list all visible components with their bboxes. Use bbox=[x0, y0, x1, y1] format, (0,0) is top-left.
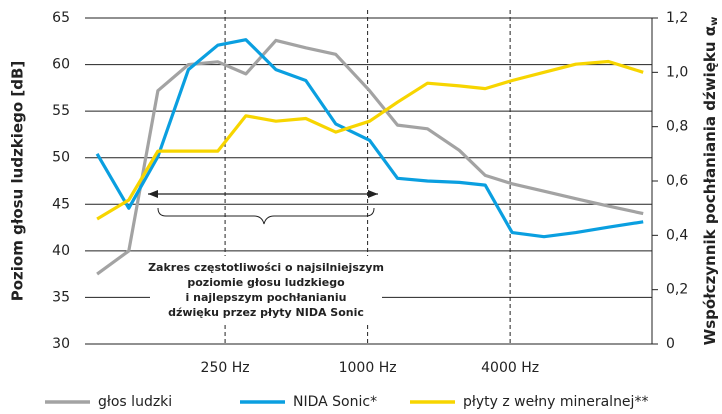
y-tick-label: 45 bbox=[52, 196, 70, 212]
annotation: Zakres częstotliwości o najsilniejszym p… bbox=[148, 190, 384, 324]
y2-tick-label: 0,2 bbox=[666, 282, 688, 298]
y2-tick-label: 1,2 bbox=[666, 10, 688, 26]
y-tick-label: 60 bbox=[52, 57, 70, 73]
legend-label: NIDA Sonic* bbox=[293, 394, 377, 410]
annotation-line: poziomie głosu ludzkiego bbox=[187, 276, 345, 289]
legend-label: głos ludzki bbox=[98, 394, 172, 410]
annotation-line: i najlepszym pochłanianiu bbox=[186, 291, 347, 304]
y2-axis-label: Współczynnik pochłaniania dźwięku αw bbox=[701, 17, 721, 346]
y2-tick-label: 1,0 bbox=[666, 64, 688, 80]
y2-tick-label: 0,4 bbox=[666, 227, 688, 243]
series-line bbox=[95, 38, 644, 239]
y-tick-label: 65 bbox=[52, 10, 70, 26]
series-line bbox=[96, 59, 644, 221]
y-tick-label: 35 bbox=[52, 289, 70, 305]
y2-tick-label: 0 bbox=[666, 336, 675, 352]
y-tick-label: 55 bbox=[52, 103, 70, 119]
annotation-line: Zakres częstotliwości o najsilniejszym bbox=[148, 261, 384, 274]
legend-label: płyty z wełny mineralnej** bbox=[463, 394, 648, 410]
annotation-box bbox=[150, 256, 382, 324]
brace bbox=[157, 207, 375, 225]
x-tick-label: 1000 Hz bbox=[339, 360, 397, 376]
x-tick-label: 250 Hz bbox=[201, 360, 250, 376]
y2-label-sub: w bbox=[709, 17, 720, 26]
y-tick-label: 40 bbox=[52, 243, 70, 259]
y-tick-label: 30 bbox=[52, 336, 70, 352]
y-tick-label: 50 bbox=[52, 150, 70, 166]
y2-tick-label: 0,6 bbox=[666, 173, 688, 189]
y2-tick-label: 0,8 bbox=[666, 119, 688, 135]
x-tick-label: 4000 Hz bbox=[481, 360, 539, 376]
series-line bbox=[96, 38, 644, 276]
annotation-line: dźwięku przez płyty NIDA Sonic bbox=[168, 306, 364, 319]
y-axis-label: Poziom głosu ludzkiego [dB] bbox=[9, 61, 27, 302]
y2-label-main: Współczynnik pochłaniania dźwięku α bbox=[701, 26, 719, 345]
